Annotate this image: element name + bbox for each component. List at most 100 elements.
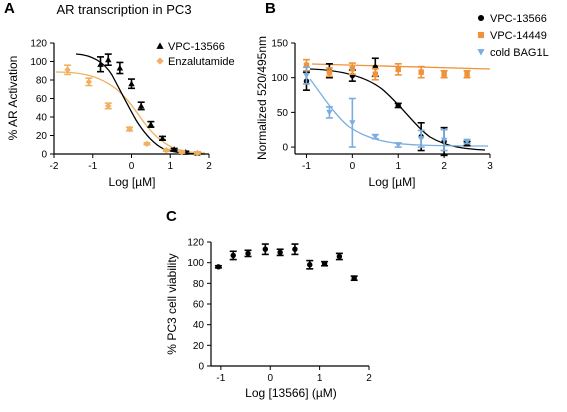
legend-marker-cold-bag1l	[477, 49, 485, 56]
legend-symbol-enzalutamide	[156, 57, 164, 65]
legend-label-cold-bag1l: cold BAG1L	[490, 47, 549, 59]
y-tick-label: 60	[193, 300, 205, 311]
y-axis-label-b: Normalized 520/495nm	[255, 36, 269, 160]
data-point-enzalutamide	[143, 140, 151, 148]
legend-marker-enzalutamide	[156, 57, 164, 65]
series-cold-bag1l	[302, 66, 471, 152]
data-point-viability	[321, 260, 328, 267]
data-point-enzalutamide	[105, 102, 112, 110]
x-axis-label-b: Log [µM]	[369, 175, 416, 189]
x-tick-label: 0	[350, 161, 356, 172]
data-point-vpc-14449	[303, 62, 310, 68]
x-axis-label-c: Log [13566] (µM)	[245, 386, 337, 400]
y-axis-label-a: % AR Activation	[6, 56, 20, 141]
x-tick-label: 1	[395, 161, 401, 172]
x-tick-label: 1	[317, 373, 323, 384]
legend-label-vpc-14449: VPC-14449	[490, 30, 547, 42]
data-point-cold-bag1l	[395, 142, 402, 149]
data-point-enzalutamide	[163, 147, 170, 154]
data-point-viability	[351, 275, 357, 281]
data-point-vpc-14449	[464, 71, 470, 77]
fit-curve-vpc-13566-b	[309, 68, 486, 151]
y-tick-label: 20	[36, 131, 48, 142]
fit-line-vpc-14449	[311, 63, 491, 70]
legend-symbol-vpc-13566	[477, 14, 485, 22]
data-point-vpc-14449	[395, 66, 401, 73]
x-tick-label: 0	[267, 373, 273, 384]
data-point-viability	[215, 264, 222, 270]
data-point-enzalutamide	[85, 78, 93, 86]
y-tick-label: 40	[36, 113, 48, 124]
data-point-viability	[277, 249, 283, 256]
x-tick-label: 2	[441, 161, 447, 172]
series-vpc-13566-a	[97, 53, 201, 156]
y-tick-label: 120	[187, 238, 204, 249]
data-point-vpc-13566	[116, 64, 124, 71]
y-tick-label: 0	[41, 150, 47, 161]
legend-label-enzalutamide: Enzalutamide	[168, 56, 235, 68]
data-point-enzalutamide	[64, 66, 71, 74]
x-tick-label: 2	[366, 373, 372, 384]
y-ticks-b: 0 50 100 150	[271, 39, 295, 154]
data-point-cold-bag1l	[349, 120, 356, 126]
y-tick-label: 80	[193, 279, 205, 290]
data-point-vpc-13566	[105, 56, 112, 63]
y-ticks-c: 0 20 40 60 80 100 120	[187, 238, 211, 373]
panel-label-c: C	[166, 208, 177, 225]
fit-curve-cold-bag1l	[309, 78, 489, 147]
panel-b: B 0 50 100 150 -1 0 1 2 3 Log [µM] Normalized 5…	[255, 0, 549, 189]
legend-symbol-vpc-13566	[156, 42, 164, 49]
y-tick-label: 150	[271, 39, 288, 50]
y-tick-label: 100	[271, 73, 288, 84]
x-tick-label: -1	[88, 161, 97, 172]
y-axis-label-c: % PC3 cell viability	[165, 253, 179, 354]
panel-label-b: B	[265, 0, 276, 17]
y-ticks-a: 0 20 40 60 80 100 120	[30, 39, 54, 161]
data-point-vpc-14449	[418, 69, 424, 75]
legend-marker-vpc-14449	[477, 31, 485, 39]
chart-title-a: AR transcription in PC3	[56, 2, 191, 17]
data-point-vpc-14449	[372, 71, 379, 77]
fit-curve-vpc-13566-a	[75, 53, 206, 155]
data-point-viability	[245, 250, 251, 257]
data-point-vpc-14449	[441, 71, 447, 77]
x-ticks-a: -2 -1 0 1 2	[50, 154, 212, 172]
data-point-viability	[307, 262, 313, 268]
y-tick-label: 120	[30, 39, 47, 50]
data-point-enzalutamide	[126, 125, 133, 133]
data-point-vpc-13566	[395, 102, 401, 109]
legend-symbol-cold-bag1l	[477, 49, 485, 56]
legend-b: VPC-13566 VPC-14449 cold BAG1L	[477, 13, 549, 59]
x-ticks-c: -1 0 1 2	[216, 366, 372, 384]
data-point-cold-bag1l	[372, 134, 379, 140]
legend-marker-vpc-13566-a	[156, 42, 164, 49]
panel-label-a: A	[4, 0, 15, 17]
y-tick-label: 50	[277, 108, 289, 119]
data-point-vpc-13566	[128, 80, 135, 87]
legend-label-vpc-13566-a: VPC-13566	[168, 41, 225, 53]
data-point-vpc-13566	[159, 135, 166, 141]
series-cell-viability	[214, 243, 358, 282]
x-tick-label: 1	[167, 161, 173, 172]
data-point-vpc-13566	[137, 102, 145, 109]
legend-symbol-vpc-14449	[477, 31, 485, 39]
panel-c: C 0 20 40 60 80 100 120 -1 0 1 2 Log [13566] (µM)…	[165, 208, 372, 400]
x-tick-label: -1	[302, 161, 311, 172]
data-point-cold-bag1l	[440, 137, 448, 144]
x-axis-label-a: Log [µM]	[109, 175, 156, 189]
x-tick-label: 0	[129, 161, 135, 172]
y-tick-label: 0	[198, 362, 204, 373]
data-point-enzalutamide	[194, 149, 201, 157]
y-tick-label: 100	[30, 57, 47, 68]
data-point-cold-bag1l	[326, 109, 333, 116]
y-tick-label: 60	[36, 94, 48, 105]
x-tick-label: 2	[206, 161, 212, 172]
data-point-vpc-13566	[170, 146, 178, 152]
x-tick-label: 3	[487, 161, 493, 172]
data-point-vpc-13566	[147, 121, 155, 127]
y-tick-label: 0	[282, 143, 288, 154]
legend-label-vpc-13566-b: VPC-13566	[490, 13, 547, 25]
data-point-viability	[262, 246, 269, 252]
data-point-vpc-14449	[326, 69, 333, 75]
